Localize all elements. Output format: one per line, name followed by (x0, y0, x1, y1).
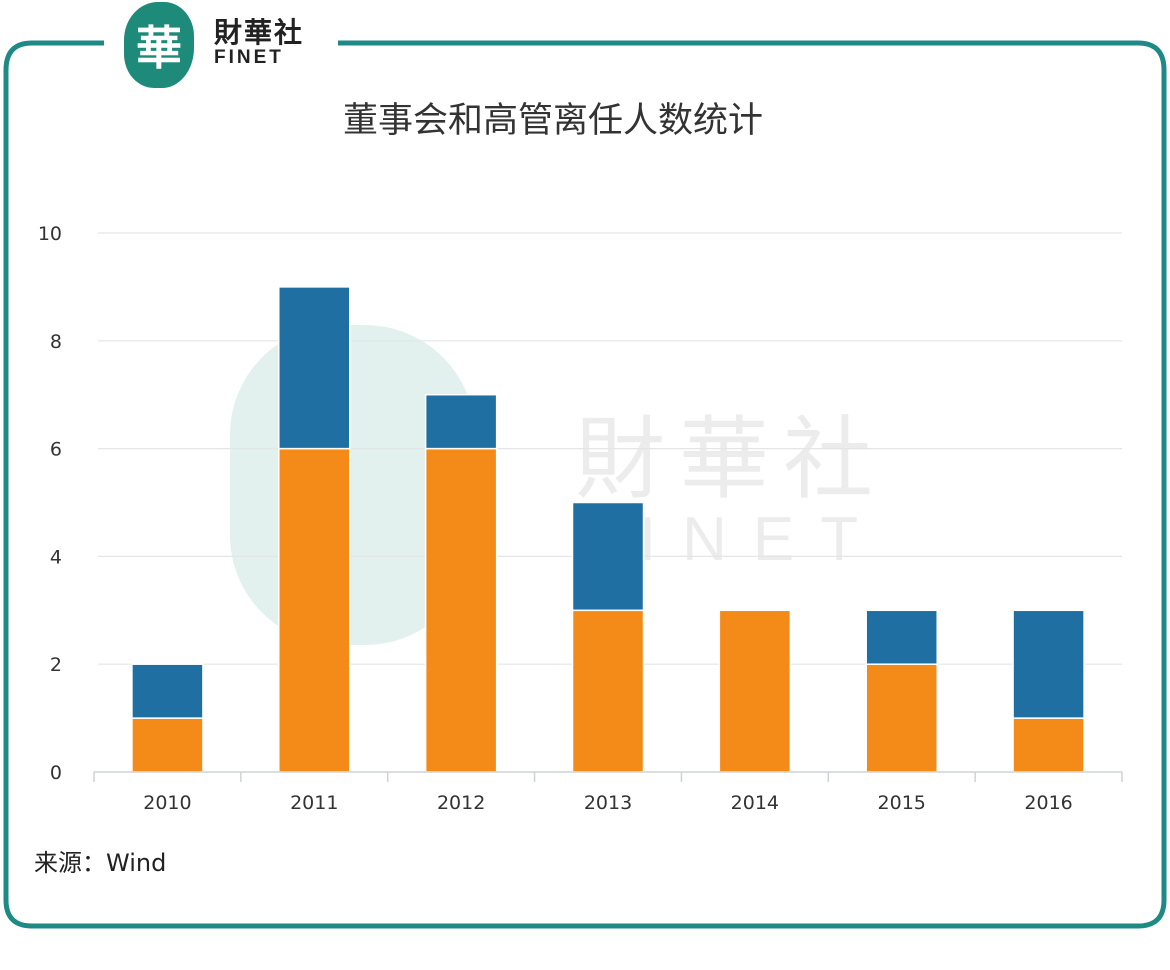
bar-segment-2015-s2 (865, 609, 938, 665)
x-tick-label: 2014 (731, 792, 779, 814)
x-tick-label: 2013 (584, 792, 632, 814)
bar-segment-2012-s2 (424, 393, 498, 450)
y-tick-label: 0 (50, 762, 62, 784)
svg-text:財華社: 財華社 (575, 407, 887, 512)
x-tick-label: 2010 (143, 792, 191, 814)
x-tick-label: 2012 (437, 792, 485, 814)
y-tick-label: 2 (50, 654, 62, 676)
bar-segment-2011-s2 (278, 286, 351, 450)
x-tick-label: 2016 (1024, 792, 1072, 814)
x-tick-label: 2011 (290, 792, 338, 814)
frame-border (3, 40, 1167, 929)
y-tick-label: 8 (50, 331, 62, 353)
x-tick-label: 2015 (878, 792, 926, 814)
bar-segment-2016-s2 (1012, 609, 1085, 719)
bar-segment-2016-s1 (1012, 717, 1085, 773)
finet-logo-seal: 華 (124, 2, 194, 88)
bar-segment-2012-s1 (424, 447, 498, 773)
chart-title: 董事会和高管离任人数统计 (342, 101, 763, 141)
logo-name: 財華社 (214, 16, 305, 49)
bar-segment-2011-s1 (278, 447, 351, 773)
bar-segment-2015-s1 (865, 663, 938, 773)
bar-segment-2013-s2 (571, 501, 645, 612)
y-tick-label: 4 (50, 546, 62, 568)
y-tick-label: 10 (38, 223, 62, 245)
logo-glyph: 華 (136, 21, 182, 75)
source-note: 来源：Wind (34, 849, 167, 877)
y-tick-label: 6 (50, 439, 62, 461)
bar-segment-2013-s1 (571, 609, 645, 773)
bar-segment-2014-s1 (718, 609, 792, 773)
logo-en: FINET (214, 47, 284, 68)
bar-segment-2010-s2 (131, 663, 204, 719)
bar-segment-2010-s1 (131, 717, 204, 773)
